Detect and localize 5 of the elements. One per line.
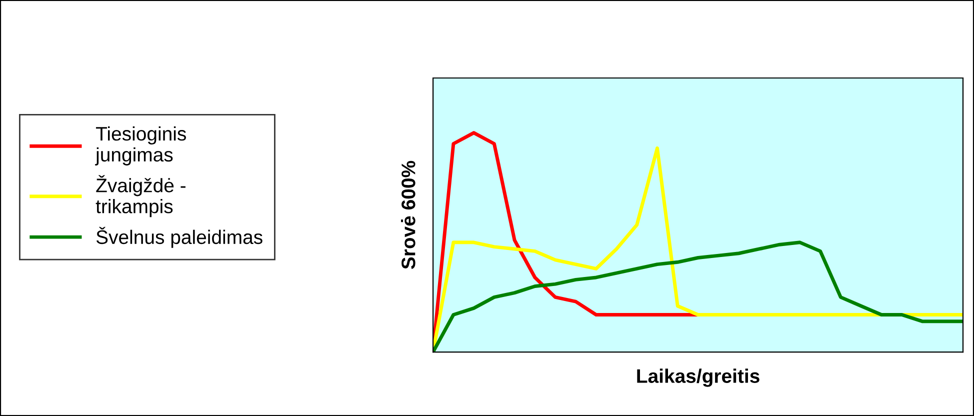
legend-label: Tiesioginis jungimas xyxy=(95,126,186,166)
x-axis-title: Laikas/greitis xyxy=(637,368,760,387)
legend-label: Švelnus paleidimas xyxy=(96,226,262,248)
y-axis-title: Srovė 600% xyxy=(401,160,416,270)
legend-label: Žvaigždė - trikampis xyxy=(96,175,186,218)
